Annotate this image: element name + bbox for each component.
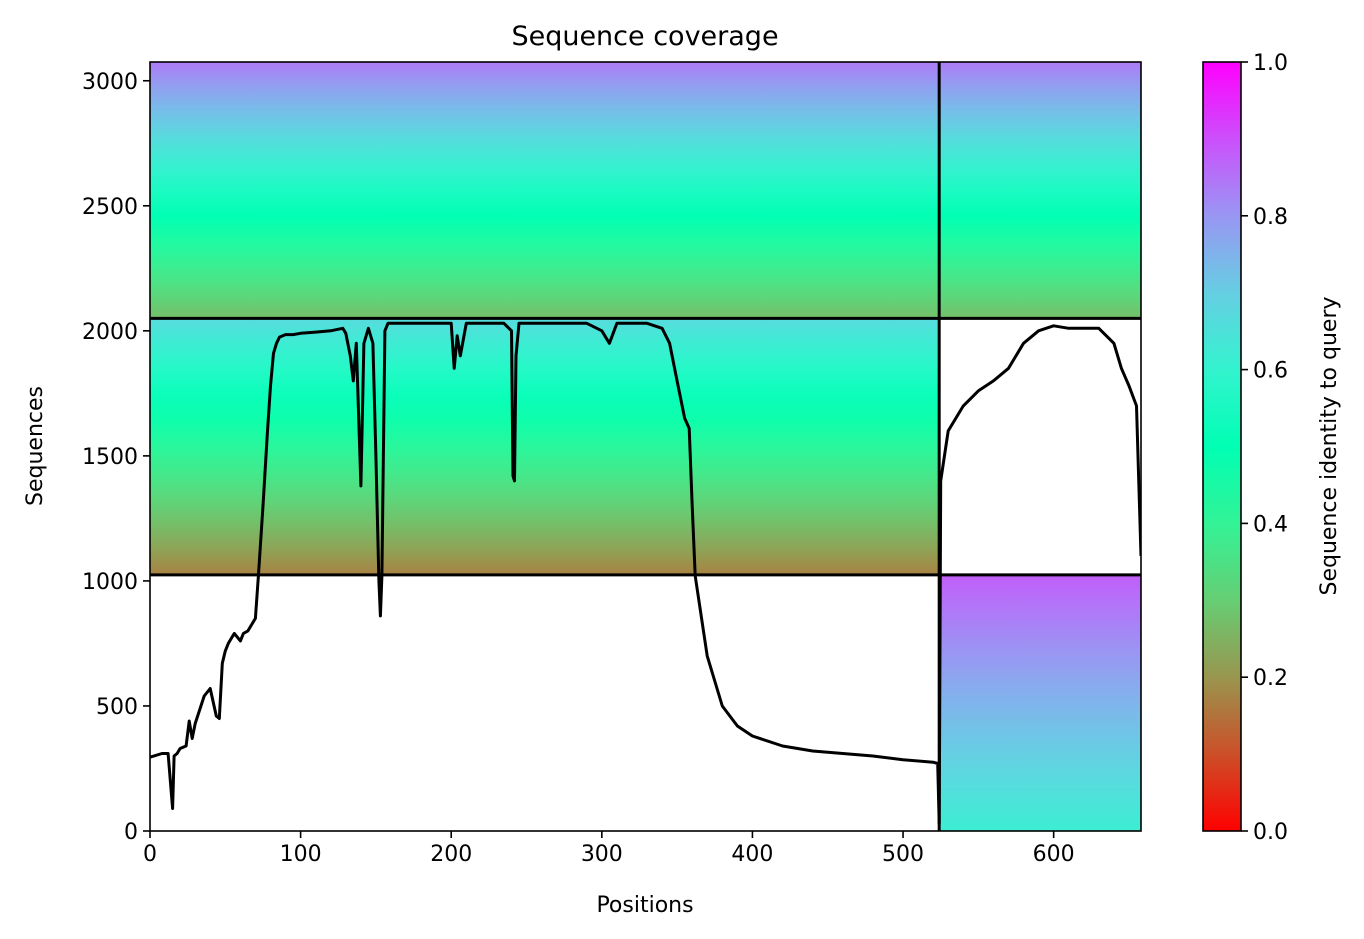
x-axis: 0 100 200 300 400 500 600 xyxy=(143,831,1075,867)
y-tick-label: 0 xyxy=(124,820,138,845)
colorbar-tick-label: 0.0 xyxy=(1253,820,1288,845)
y-tick-label: 2000 xyxy=(82,320,138,345)
x-axis-label: Positions xyxy=(596,893,693,918)
plot-frame xyxy=(149,61,1142,832)
colorbar-label: Sequence identity to query xyxy=(1317,296,1342,595)
y-tick-label: 3000 xyxy=(82,70,138,95)
colorbar-tick-label: 0.2 xyxy=(1253,666,1288,691)
y-tick-label: 2500 xyxy=(82,195,138,220)
x-tick-label: 600 xyxy=(1033,842,1075,867)
plot-area xyxy=(150,62,1141,831)
heatmap-group-3 xyxy=(939,62,1141,319)
chart-title: Sequence coverage xyxy=(511,21,778,52)
x-tick-label: 300 xyxy=(581,842,623,867)
x-tick-label: 500 xyxy=(882,842,924,867)
y-axis-label: Sequences xyxy=(23,386,48,506)
heatmap-group-1 xyxy=(150,62,940,319)
coverage-line xyxy=(150,321,1141,825)
colorbar-tick-label: 0.4 xyxy=(1253,512,1288,537)
x-tick-label: 200 xyxy=(430,842,472,867)
heatmap-group-4 xyxy=(939,574,1141,831)
heatmap-group-2 xyxy=(150,318,940,575)
colorbar-tick-label: 1.0 xyxy=(1253,51,1288,76)
x-tick-label: 0 xyxy=(143,842,157,867)
x-tick-label: 400 xyxy=(731,842,773,867)
x-tick-label: 100 xyxy=(280,842,322,867)
heatmap-cells xyxy=(150,62,1141,831)
y-axis: 0 500 1000 1500 2000 2500 3000 xyxy=(82,70,150,845)
y-tick-label: 1000 xyxy=(82,570,138,595)
colorbar-ticks: 0.0 0.2 0.4 0.6 0.8 1.0 xyxy=(1241,51,1288,845)
colorbar-tick-label: 0.6 xyxy=(1253,359,1288,384)
colorbar-tick-label: 0.8 xyxy=(1253,205,1288,230)
y-tick-label: 1500 xyxy=(82,445,138,470)
colorbar xyxy=(1202,61,1242,832)
y-tick-label: 500 xyxy=(96,695,138,720)
